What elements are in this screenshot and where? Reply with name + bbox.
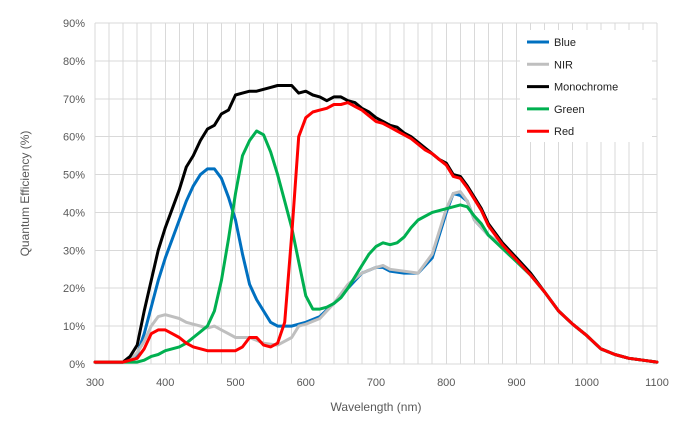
y-tick-label: 80%: [63, 56, 85, 68]
legend-entry-monochrome: Monochrome: [554, 82, 618, 94]
x-tick-label: 300: [86, 377, 104, 389]
x-axis-tick-labels: 300 400 500 600 700 800 900 1000 1100: [86, 377, 669, 389]
x-tick-label: 800: [437, 377, 455, 389]
legend-entry-red: Red: [554, 126, 574, 138]
y-tick-label: 30%: [63, 245, 85, 257]
y-tick-label: 0%: [69, 359, 85, 371]
x-tick-label: 1000: [575, 377, 599, 389]
series-lines: [93, 84, 659, 364]
series-line-red: [93, 101, 659, 364]
y-tick-label: 50%: [63, 170, 85, 182]
x-tick-label: 900: [507, 377, 525, 389]
grid-lines: [94, 22, 658, 365]
x-tick-label: 700: [367, 377, 385, 389]
legend-entry-green: Green: [554, 104, 585, 116]
y-tick-label: 70%: [63, 94, 85, 106]
y-tick-label: 40%: [63, 207, 85, 219]
series-line-green: [93, 129, 659, 364]
legend-entry-nir: NIR: [554, 59, 573, 71]
x-tick-label: 1100: [645, 377, 669, 389]
y-axis-tick-labels: 0% 10% 20% 30% 40% 50% 60% 70% 80% 90%: [63, 18, 85, 371]
y-tick-label: 90%: [63, 18, 85, 30]
y-axis-title: Quantum Efficiency (%): [18, 131, 32, 257]
y-tick-label: 60%: [63, 132, 85, 144]
legend: Blue NIR Monochrome Green Red: [520, 30, 652, 142]
legend-entry-blue: Blue: [554, 37, 576, 49]
x-tick-label: 400: [156, 377, 174, 389]
y-tick-label: 10%: [63, 321, 85, 333]
x-axis-title: Wavelength (nm): [331, 400, 422, 414]
x-tick-label: 500: [226, 377, 244, 389]
x-tick-label: 600: [297, 377, 315, 389]
y-tick-label: 20%: [63, 283, 85, 295]
